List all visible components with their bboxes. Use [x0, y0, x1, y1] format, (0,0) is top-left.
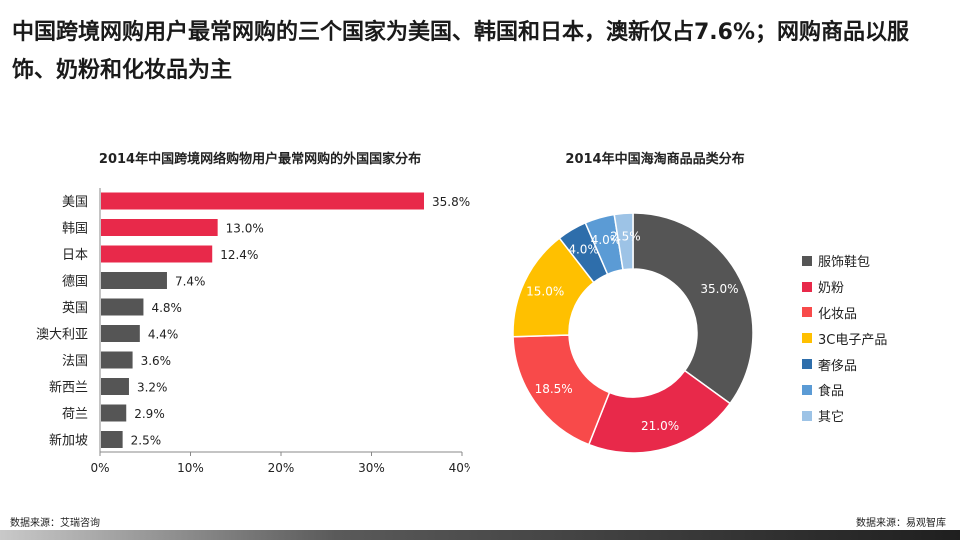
legend-item: 化妆品 — [802, 300, 887, 326]
bar-value-label: 2.5% — [131, 434, 162, 448]
legend-swatch — [802, 255, 812, 266]
legend-swatch — [802, 359, 812, 370]
slice-value-label: 21.0% — [641, 419, 679, 433]
legend-swatch — [802, 410, 812, 421]
legend-swatch — [802, 333, 812, 344]
bar — [101, 351, 133, 369]
x-tick-label: 0% — [90, 461, 109, 475]
legend-item: 服饰鞋包 — [802, 248, 887, 274]
legend-swatch — [802, 281, 812, 292]
bar — [101, 325, 140, 342]
footer-bar — [0, 530, 960, 540]
slice-value-label: 35.0% — [700, 282, 738, 296]
donut-chart: 35.0%21.0%18.5%15.0%4.0%4.0%2.5% — [512, 212, 754, 454]
bar-value-label: 3.6% — [141, 354, 172, 368]
bar-value-label: 4.4% — [148, 328, 179, 342]
legend-swatch — [802, 384, 812, 395]
category-label: 英国 — [62, 301, 88, 316]
bar-value-label: 35.8% — [432, 195, 470, 209]
legend-label: 3C电子产品 — [818, 332, 888, 348]
legend-label: 奶粉 — [818, 281, 845, 297]
slice-value-label: 4.0% — [568, 243, 599, 257]
category-label: 日本 — [62, 248, 88, 263]
bar — [101, 298, 144, 316]
category-label: 新西兰 — [49, 380, 88, 396]
legend-label: 服饰鞋包 — [818, 255, 871, 271]
donut-legend: 服饰鞋包奶粉化妆品 3C电子产品 奢侈品食品其它 — [802, 248, 887, 429]
donut-slice — [587, 369, 732, 454]
slice-value-label: 18.5% — [535, 382, 573, 396]
x-tick-label: 30% — [358, 461, 385, 475]
donut-chart-title: 2014年中国海淘商品品类分布 — [565, 152, 745, 167]
bar — [101, 404, 127, 422]
donut-slice — [613, 212, 634, 271]
slice-value-label: 4.0% — [591, 233, 622, 247]
bar-value-label: 12.4% — [220, 248, 258, 262]
category-label: 法国 — [62, 354, 88, 369]
bar — [101, 219, 218, 236]
bar-value-label: 13.0% — [226, 222, 264, 236]
bar-value-label: 2.9% — [134, 407, 165, 421]
bar — [101, 245, 213, 263]
bar-value-label: 4.8% — [151, 301, 182, 315]
category-label: 澳大利亚 — [36, 327, 88, 343]
bar — [101, 192, 424, 210]
category-label: 荷兰 — [62, 407, 88, 422]
bar — [101, 378, 129, 395]
x-tick-label: 40% — [449, 461, 470, 475]
source-note-right: 数据来源：易观智库 — [856, 518, 946, 529]
donut-slice — [632, 212, 754, 405]
x-tick-label: 10% — [177, 461, 204, 475]
legend-item: 其它 — [802, 403, 887, 429]
legend-item: 奶粉 — [802, 274, 887, 300]
x-tick-label: 20% — [268, 461, 295, 475]
bar-chart: 0% 10% 20% 30% 40% 美国 35.8% 韩国 13.0% 日本 12.4% 德国 7.4… — [36, 188, 470, 475]
category-label: 韩国 — [62, 222, 88, 237]
slice-value-label: 15.0% — [526, 285, 564, 299]
bar — [101, 272, 167, 289]
bar-chart-title: 2014年中国跨境网络购物用户最常网购的外国国家分布 — [98, 152, 422, 167]
source-note-left: 数据来源：艾瑞咨询 — [10, 518, 100, 529]
legend-label: 化妆品 — [818, 306, 858, 322]
bar-value-label: 7.4% — [175, 275, 206, 289]
legend-label: 其它 — [818, 410, 845, 426]
category-label: 新加坡 — [49, 433, 88, 449]
legend-item: 食品 — [802, 377, 887, 403]
slice-value-label: 2.5% — [610, 229, 641, 243]
legend-label: 食品 — [818, 384, 845, 400]
legend-item: 3C电子产品 — [802, 325, 887, 351]
legend-label: 奢侈品 — [818, 358, 858, 374]
category-label: 德国 — [62, 275, 88, 290]
page-headline: 中国跨境网购用户最常网购的三个国家为美国、韩国和日本，澳新仅占7.6%；网购商品… — [12, 20, 910, 83]
legend-item: 奢侈品 — [802, 351, 887, 377]
bar — [101, 431, 123, 448]
category-label: 美国 — [62, 195, 88, 210]
bar-value-label: 3.2% — [137, 381, 168, 395]
legend-swatch — [802, 307, 812, 318]
